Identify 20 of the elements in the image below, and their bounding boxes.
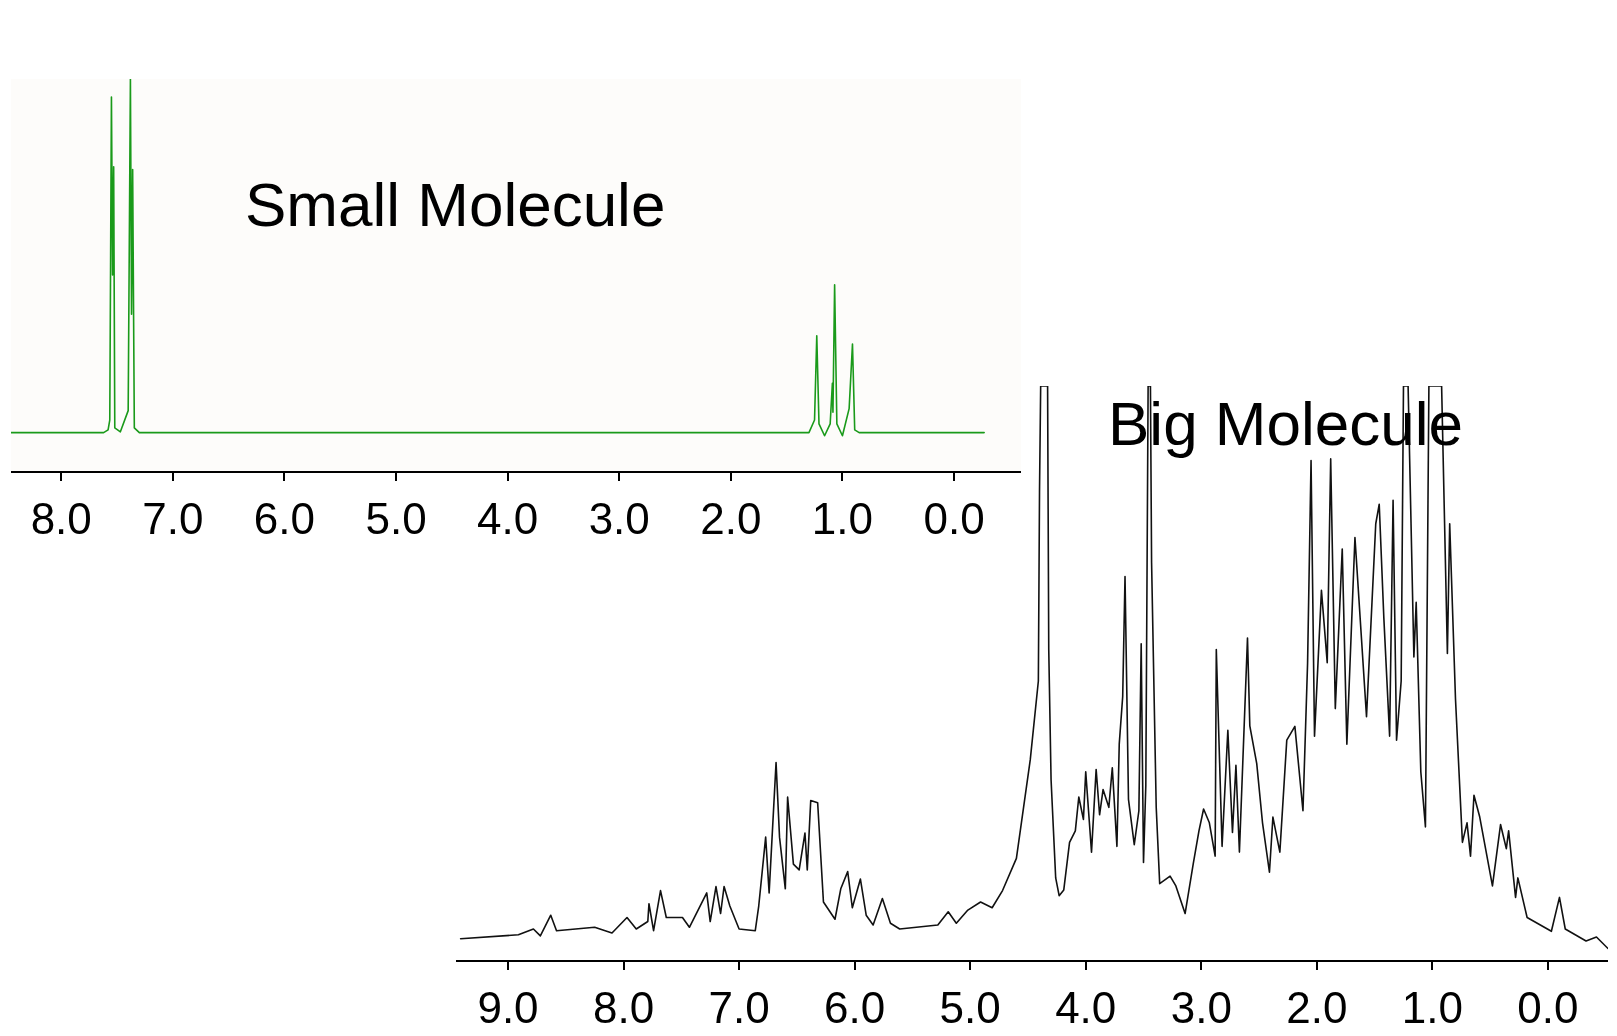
x-tick-label: 7.0: [142, 493, 204, 543]
x-tick-label: 1.0: [1401, 982, 1463, 1032]
x-tick-label: 5.0: [939, 982, 1001, 1032]
x-tick-label: 5.0: [365, 493, 427, 543]
x-tick-label: 2.0: [700, 493, 762, 543]
x-tick-label: 1.0: [811, 493, 874, 543]
x-tick-label: 9.0: [477, 982, 539, 1032]
x-tick-label: 8.0: [592, 982, 655, 1032]
x-tick-label: 4.0: [477, 493, 539, 543]
x-tick-label: 0.0: [923, 493, 985, 543]
text: Small Molecule: [245, 170, 666, 239]
x-tick-label: 8.0: [30, 493, 92, 543]
x-tick-label: 7.0: [708, 982, 770, 1032]
x-tick-label: 4.0: [1055, 982, 1117, 1032]
x-tick-label: 6.0: [253, 493, 316, 543]
x-tick-label: 0.0: [1517, 982, 1579, 1032]
x-tick-label: 6.0: [824, 982, 886, 1032]
x-tick-label: 3.0: [1170, 982, 1232, 1032]
x-tick-label: 3.0: [588, 493, 650, 543]
x-tick-label: 2.0: [1286, 982, 1348, 1032]
